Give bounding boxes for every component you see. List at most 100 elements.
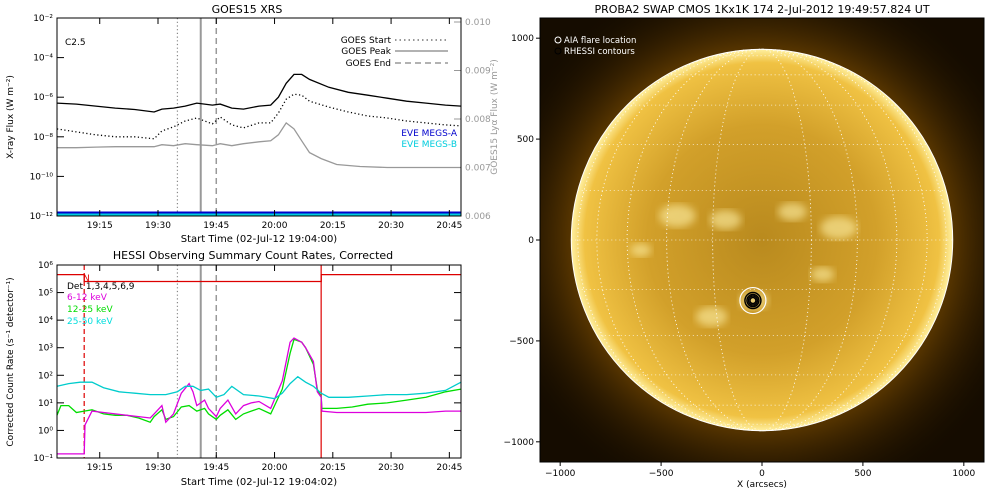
longitude-line (712, 48, 812, 432)
active-region (709, 210, 742, 230)
y-tick-label: 10⁵ (38, 289, 53, 299)
series-line-2 (57, 121, 461, 169)
hessi-plot-area: 19:15 19:30 19:45 20:00 20:15 20:30 20:45 10⁻¹ 1… (33, 261, 462, 473)
y-tick-label: 0 (528, 236, 534, 246)
x-tick-label: 19:45 (203, 221, 229, 231)
x-tick-label: 20:15 (320, 463, 346, 473)
y-tick-label: 10⁴ (38, 316, 53, 326)
x-tick-label: 19:15 (87, 463, 113, 473)
rhessi-contour (746, 293, 760, 308)
longitude-line (577, 48, 947, 432)
y-tick-label: 10⁻² (33, 14, 53, 24)
legend-rhessi-label: RHESSI contours (564, 47, 635, 57)
x-tick-label: −500 (649, 469, 674, 479)
goes-title: GOES15 XRS (212, 3, 283, 16)
hessi-xlabel: Start Time (02-Jul-12 19:04:02) (181, 477, 338, 488)
y2-tick-label: 0.010 (465, 18, 491, 28)
x-tick-label: 19:15 (87, 221, 113, 231)
series-line-2 (57, 337, 461, 455)
y2-tick-label: 0.009 (465, 67, 491, 77)
y-tick-label: 10⁻¹² (30, 212, 54, 222)
legend-eve-megs-b: EVE MEGS-B (401, 140, 457, 150)
goes-y2label: GOES15 Lyα Flux (W m⁻²) (490, 59, 500, 175)
x-tick-label: 19:30 (145, 221, 171, 231)
series-line-1 (56, 93, 462, 140)
active-region (810, 267, 835, 282)
aia-flare-circle (739, 286, 767, 315)
goes-annotation: C2.5 (65, 38, 86, 48)
goes-frame (56, 17, 462, 217)
legend-rhessi-marker (554, 47, 562, 55)
y-tick-label: 10⁻⁶ (33, 93, 53, 103)
longitude-line (596, 48, 928, 432)
legend-goes-start: GOES Start (341, 36, 392, 46)
x-tick-label: 20:00 (262, 221, 288, 231)
y-tick-label: 10² (38, 371, 53, 381)
goes-ylabel: X-ray Flux (W m⁻²) (6, 75, 16, 159)
active-region (658, 204, 696, 228)
x-tick-label: 500 (854, 469, 871, 479)
legend-25-50-kev: 25-50 keV (67, 317, 113, 327)
x-tick-label: 0 (759, 469, 765, 479)
legend-aia-marker (554, 36, 562, 44)
goes-xlabel: Start Time (02-Jul-12 19:04:00) (181, 234, 338, 245)
goes-panel: GOES15 XRS 19:15 19:30 19:45 20:00 20:15 20:3… (6, 3, 500, 245)
series-line-3 (56, 375, 462, 400)
rhessi-contour (747, 295, 759, 306)
legend-goes-end: GOES End (346, 59, 391, 69)
y-tick-label: −1000 (504, 438, 535, 448)
hessi-flag-label: N (83, 274, 90, 284)
hessi-legend: Det 1,3,4,5,6,9 6-12 keV 12-25 keV 25-50… (67, 282, 135, 327)
swap-title: PROBA2 SWAP CMOS 1Kx1K 174 2-Jul-2012 19… (594, 3, 929, 16)
y-tick-label: 500 (517, 135, 534, 145)
legend-aia-label: AIA flare location (564, 36, 636, 46)
rhessi-contour (749, 296, 757, 305)
active-region (695, 307, 728, 327)
legend-12-25-kev: 12-25 keV (67, 305, 113, 315)
series-line-0 (57, 273, 461, 283)
rhessi-contour (744, 291, 762, 310)
series-line-0 (56, 73, 462, 113)
y-tick-label: 10⁻¹⁰ (30, 172, 54, 182)
y-tick-label: 10⁻⁸ (33, 133, 53, 143)
y-tick-label: 10⁻¹ (33, 454, 53, 464)
hessi-ylabel: Corrected Count Rate (s⁻¹ detector⁻¹) (6, 277, 16, 446)
active-region (820, 216, 858, 240)
hessi-title: HESSI Observing Summary Count Rates, Cor… (113, 249, 393, 262)
goes-plot-area: 19:15 19:30 19:45 20:00 20:15 20:30 20:45 10⁻¹²… (30, 14, 491, 231)
legend-goes-peak: GOES Peak (341, 47, 391, 57)
x-tick-label: 20:15 (320, 221, 346, 231)
swap-panel: PROBA2 SWAP CMOS 1Kx1K 174 2-Jul-2012 19… (504, 3, 985, 490)
y-tick-label: 1000 (511, 34, 534, 44)
y-tick-label: −500 (509, 337, 534, 347)
y2-tick-label: 0.006 (465, 212, 491, 222)
legend-eve-megs-a: EVE MEGS-A (401, 129, 458, 139)
y-tick-label: 10⁶ (38, 261, 53, 271)
x-tick-label: 19:45 (203, 463, 229, 473)
goes-legend: GOES Start GOES Peak GOES End EVE MEGS-A… (341, 36, 458, 150)
y2-tick-label: 0.008 (465, 115, 491, 125)
active-region (630, 243, 652, 257)
hessi-panel: HESSI Observing Summary Count Rates, Cor… (6, 249, 462, 488)
x-tick-label: −1000 (545, 469, 576, 479)
x-tick-label: 19:30 (145, 463, 171, 473)
x-tick-label: 1000 (952, 469, 975, 479)
y-tick-label: 10⁰ (38, 426, 53, 436)
series-line-1 (56, 338, 462, 423)
swap-xlabel: X (arcsecs) (737, 480, 787, 490)
active-region (777, 202, 807, 221)
x-tick-label: 20:30 (378, 463, 404, 473)
x-tick-label: 20:45 (436, 463, 462, 473)
hessi-frame (56, 264, 462, 459)
y-tick-label: 10¹ (38, 399, 53, 409)
legend-6-12-kev: 6-12 keV (67, 293, 108, 303)
x-tick-label: 20:30 (378, 221, 404, 231)
x-tick-label: 20:00 (262, 463, 288, 473)
y-tick-label: 10³ (38, 344, 53, 354)
y-tick-label: 10⁻⁴ (33, 54, 53, 64)
x-tick-label: 20:45 (436, 221, 462, 231)
legend-det: Det 1,3,4,5,6,9 (67, 282, 135, 292)
